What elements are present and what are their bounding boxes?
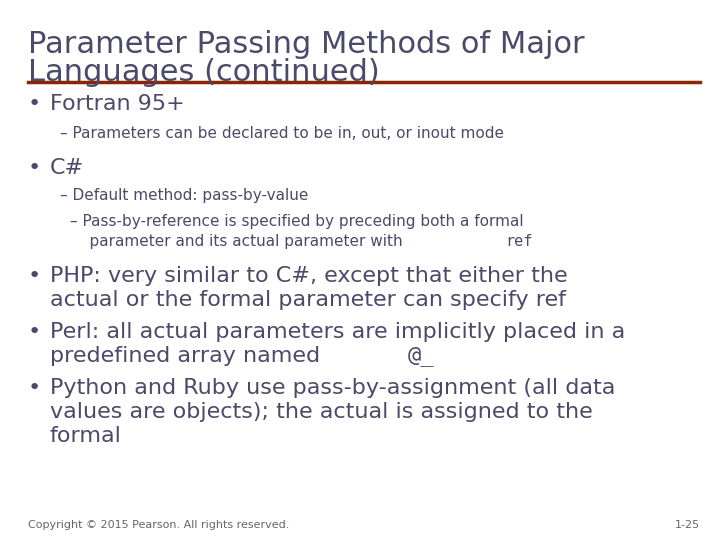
Text: Python and Ruby use pass-by-assignment (all data: Python and Ruby use pass-by-assignment (… [50,378,616,398]
Text: – Pass-by-reference is specified by preceding both a formal: – Pass-by-reference is specified by prec… [70,214,523,229]
Text: parameter and its actual parameter with: parameter and its actual parameter with [70,234,408,249]
Text: values are objects); the actual is assigned to the: values are objects); the actual is assig… [50,402,593,422]
Text: – Default method: pass-by-value: – Default method: pass-by-value [60,188,308,203]
Text: Perl: all actual parameters are implicitly placed in a: Perl: all actual parameters are implicit… [50,322,625,342]
Text: C#: C# [50,158,84,178]
Text: – Parameters can be declared to be in, out, or inout mode: – Parameters can be declared to be in, o… [60,126,504,141]
Text: Copyright © 2015 Pearson. All rights reserved.: Copyright © 2015 Pearson. All rights res… [28,520,289,530]
Text: •: • [28,266,41,286]
Text: actual or the formal parameter can specify ref: actual or the formal parameter can speci… [50,290,566,310]
Text: formal: formal [50,426,122,446]
Text: Languages (continued): Languages (continued) [28,58,379,87]
Text: •: • [28,322,41,342]
Text: •: • [28,94,41,114]
Text: •: • [28,158,41,178]
Text: Parameter Passing Methods of Major: Parameter Passing Methods of Major [28,30,585,59]
Text: 1-25: 1-25 [675,520,700,530]
Text: predefined array named: predefined array named [50,346,328,366]
Text: ref: ref [505,234,533,249]
Text: Fortran 95+: Fortran 95+ [50,94,185,114]
Text: PHP: very similar to C#, except that either the: PHP: very similar to C#, except that eit… [50,266,567,286]
Text: •: • [28,378,41,398]
Text: @_: @_ [408,346,434,366]
